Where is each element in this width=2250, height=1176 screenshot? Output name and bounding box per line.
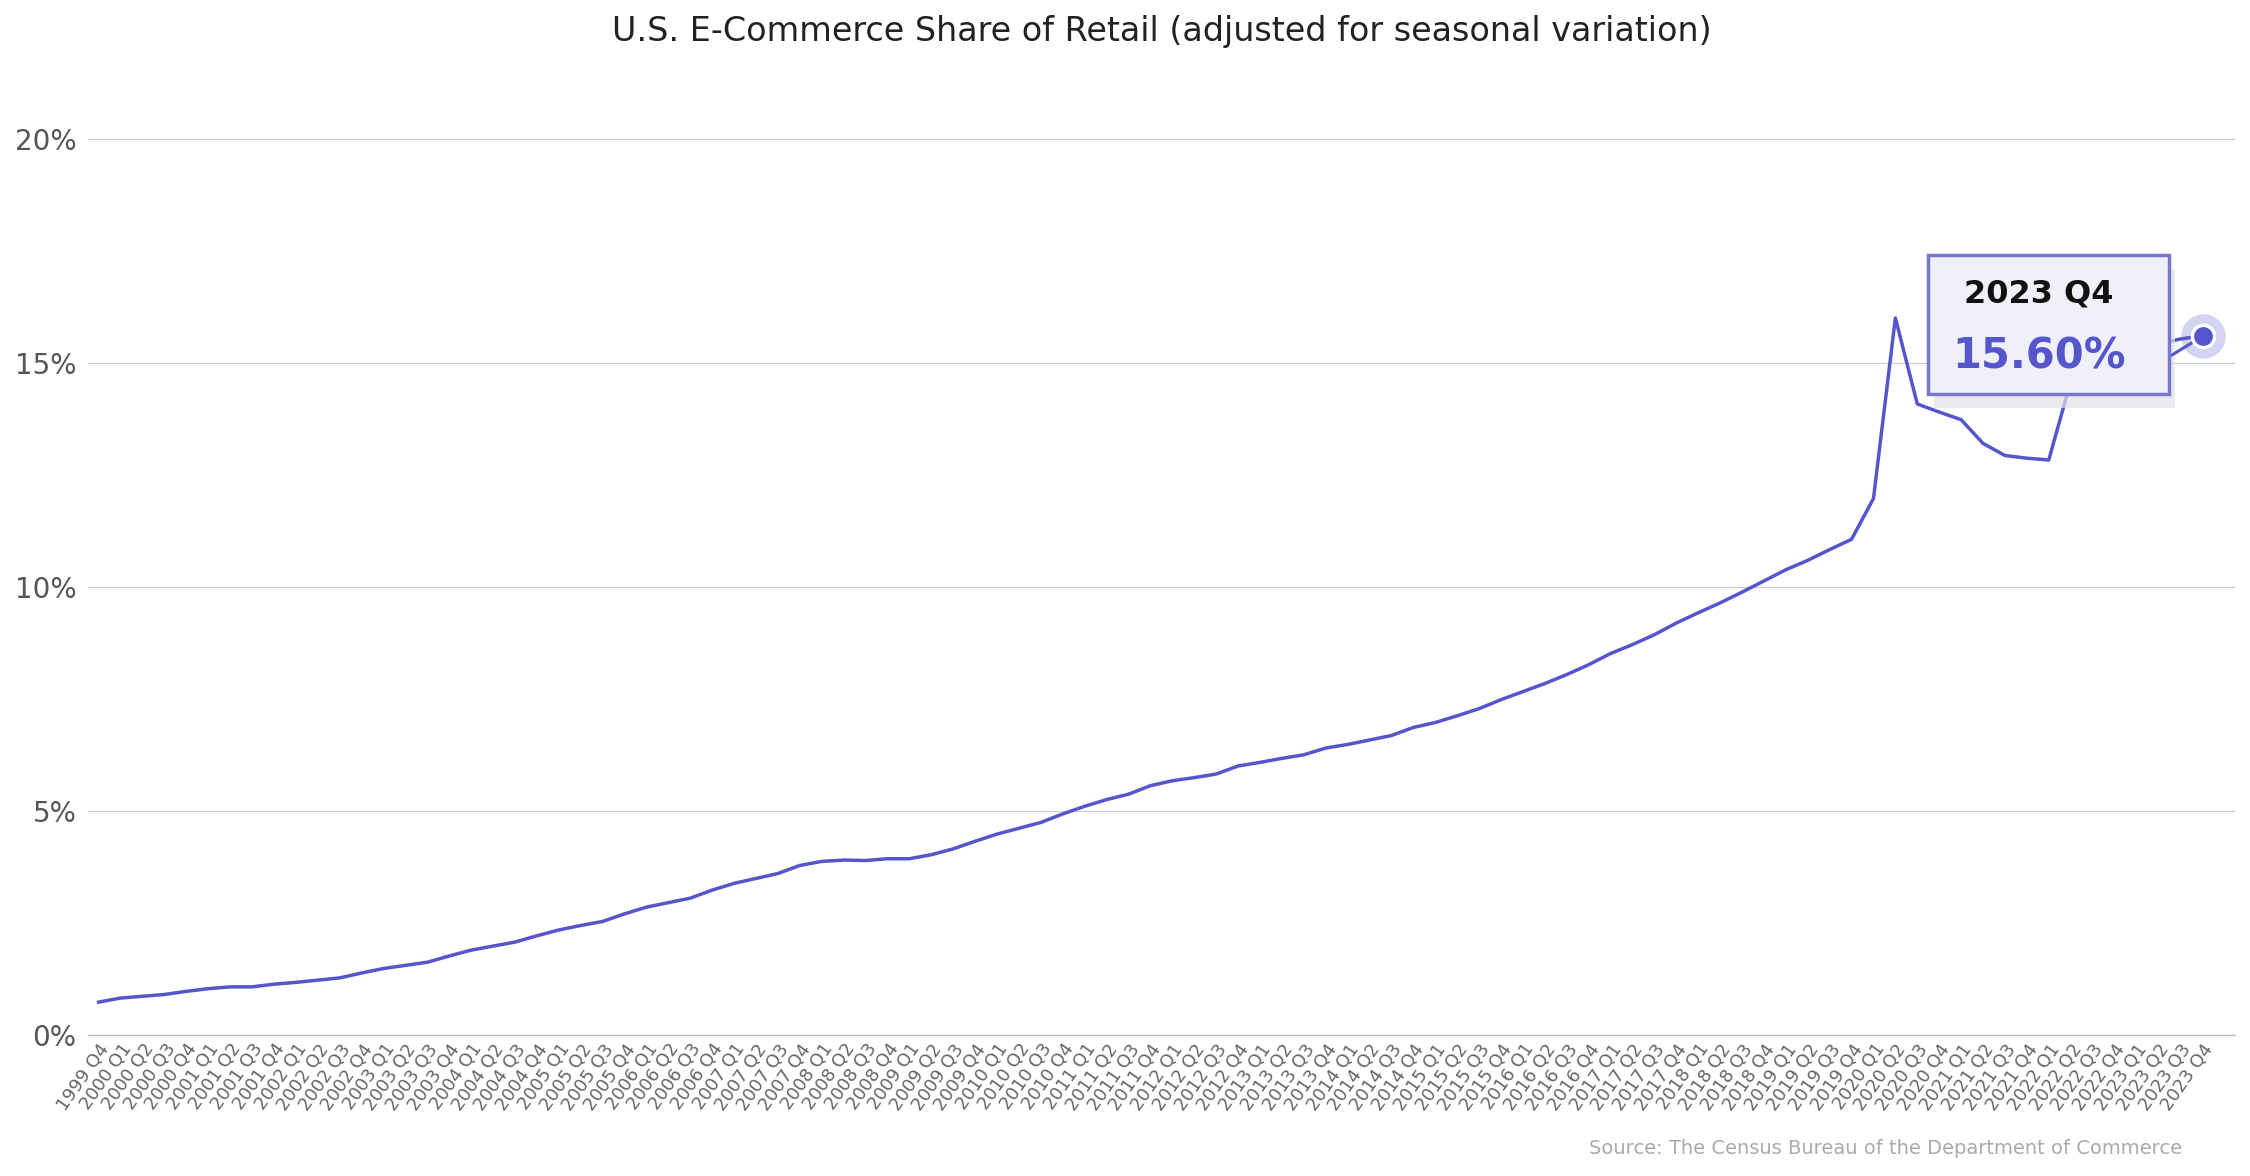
Text: 2023 Q4: 2023 Q4: [1964, 279, 2113, 309]
Title: U.S. E-Commerce Share of Retail (adjusted for seasonal variation): U.S. E-Commerce Share of Retail (adjuste…: [612, 15, 1712, 48]
Text: 15.60%: 15.60%: [1953, 335, 2126, 377]
Text: Source: The Census Bureau of the Department of Commerce: Source: The Census Bureau of the Departm…: [1588, 1140, 2182, 1158]
FancyBboxPatch shape: [1933, 268, 2176, 408]
FancyBboxPatch shape: [1928, 255, 2169, 394]
